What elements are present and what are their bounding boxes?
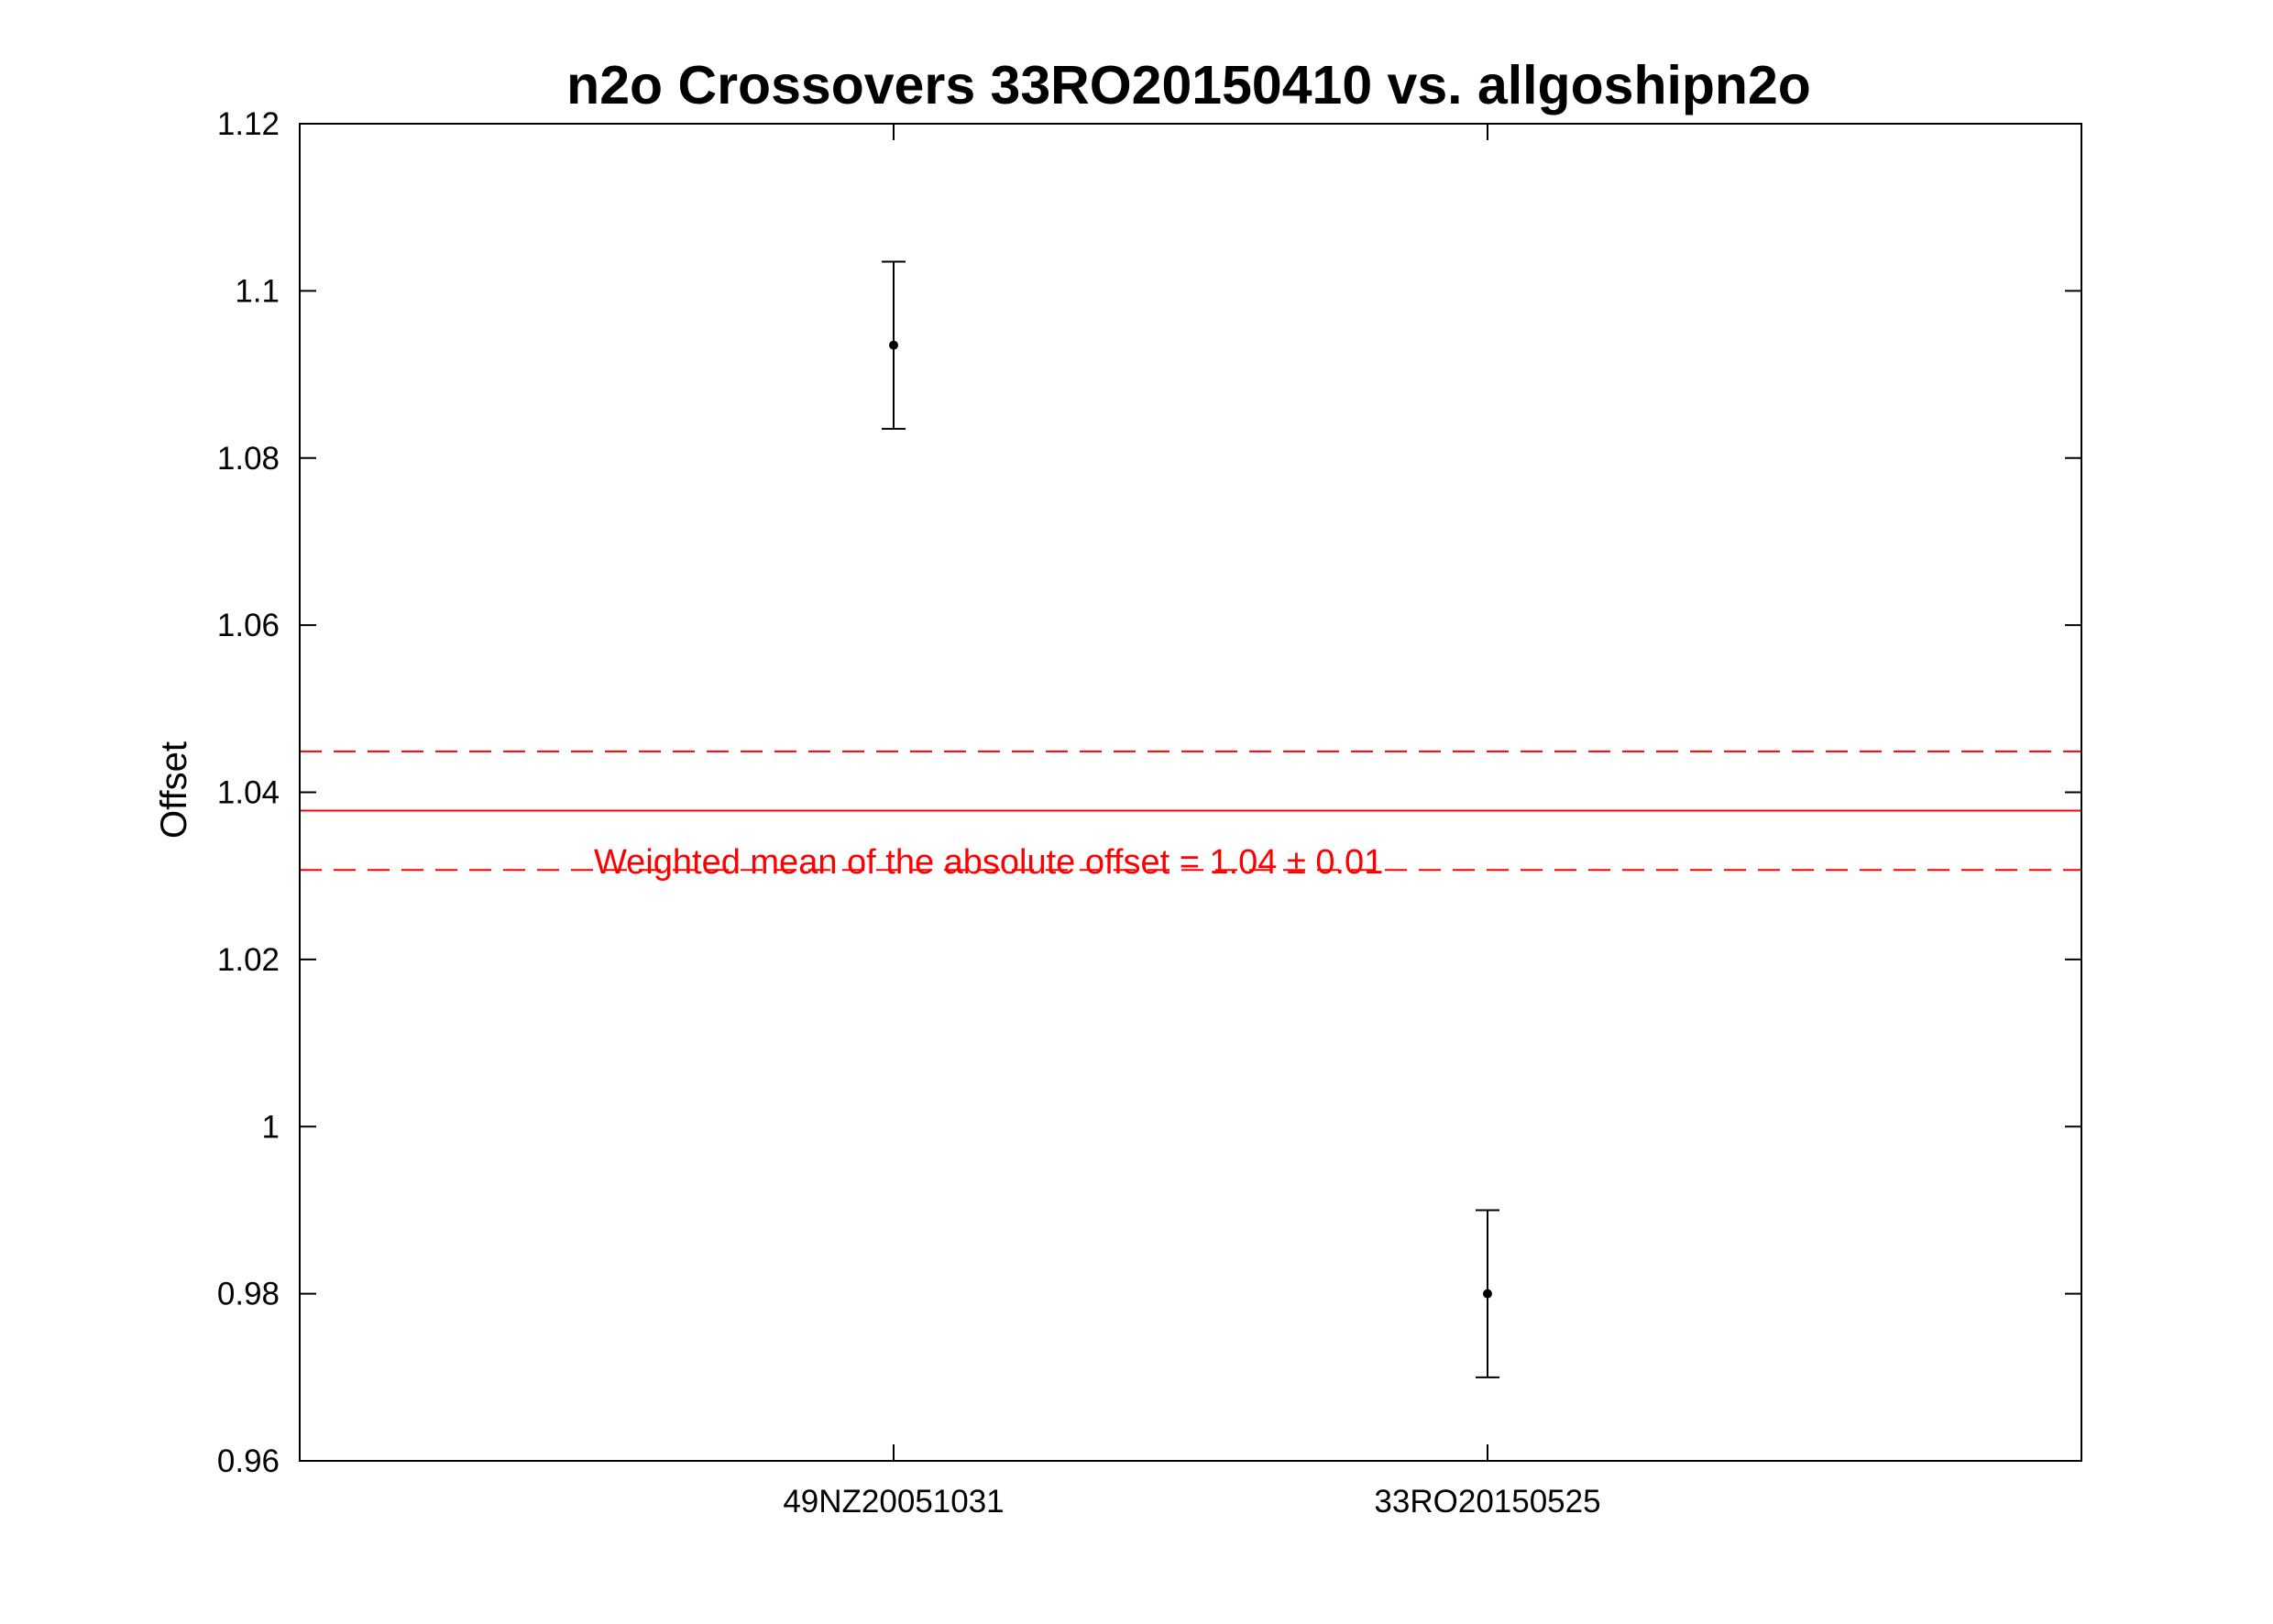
weighted-mean-group — [300, 750, 2081, 872]
data-point-49NZ20051031 — [882, 260, 906, 430]
plot-frame — [299, 123, 2082, 1462]
data-point-marker — [889, 340, 898, 350]
y-tick-label: 1.04 — [217, 775, 280, 811]
x-tick-label: 33RO20150525 — [1374, 1484, 1600, 1520]
x-tick-label: 49NZ20051031 — [783, 1484, 1004, 1520]
y-tick-label: 1.06 — [217, 608, 280, 643]
data-point-33RO20150525 — [1476, 1209, 1499, 1378]
y-tick-label: 1 — [262, 1109, 280, 1145]
y-tick-label: 0.98 — [217, 1277, 280, 1312]
y-tick-label: 1.02 — [217, 942, 280, 978]
x-tick-labels: 49NZ20051031 33RO20150525 — [783, 1484, 1600, 1520]
data-point-marker — [1483, 1289, 1492, 1299]
data-points — [882, 260, 1499, 1378]
y-tick-label: 1.12 — [217, 106, 280, 142]
y-tick-label: 1.08 — [217, 441, 280, 477]
y-tick-labels: 0.96 0.98 1 1.02 1.04 1.06 1.08 1.1 1.12 — [217, 106, 280, 1479]
weighted-mean-annotation: Weighted mean of the absolute offset = 1… — [594, 843, 1383, 882]
chart-title: n2o Crossovers 33RO20150410 vs. allgoshi… — [566, 55, 1811, 115]
y-tick-label: 1.1 — [235, 273, 280, 309]
y-axis-label: Offset — [154, 741, 194, 839]
y-tick-label: 0.96 — [217, 1443, 280, 1479]
